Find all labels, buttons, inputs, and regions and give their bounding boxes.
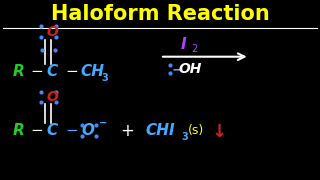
Text: O: O <box>82 123 95 138</box>
Text: O: O <box>46 90 58 104</box>
Text: R: R <box>13 123 25 138</box>
Text: 2: 2 <box>191 44 198 55</box>
Text: 3: 3 <box>102 73 108 83</box>
Text: C: C <box>46 64 58 80</box>
Text: R: R <box>13 64 25 80</box>
Text: ↓: ↓ <box>211 123 226 141</box>
Text: −: − <box>66 64 78 80</box>
Text: 3: 3 <box>182 132 188 142</box>
Text: OH: OH <box>179 62 202 76</box>
Text: I: I <box>181 37 187 52</box>
Text: −: − <box>66 123 78 138</box>
Text: −: − <box>30 64 43 80</box>
Text: −: − <box>30 123 43 138</box>
Text: −: − <box>99 118 107 128</box>
Text: Haloform Reaction: Haloform Reaction <box>51 3 269 24</box>
Text: +: + <box>120 122 134 140</box>
Text: (s): (s) <box>188 124 204 137</box>
Text: C: C <box>46 123 58 138</box>
Text: CH: CH <box>80 64 104 80</box>
Text: CHI: CHI <box>146 123 175 138</box>
Text: O: O <box>46 25 58 39</box>
Text: −: − <box>171 62 183 76</box>
